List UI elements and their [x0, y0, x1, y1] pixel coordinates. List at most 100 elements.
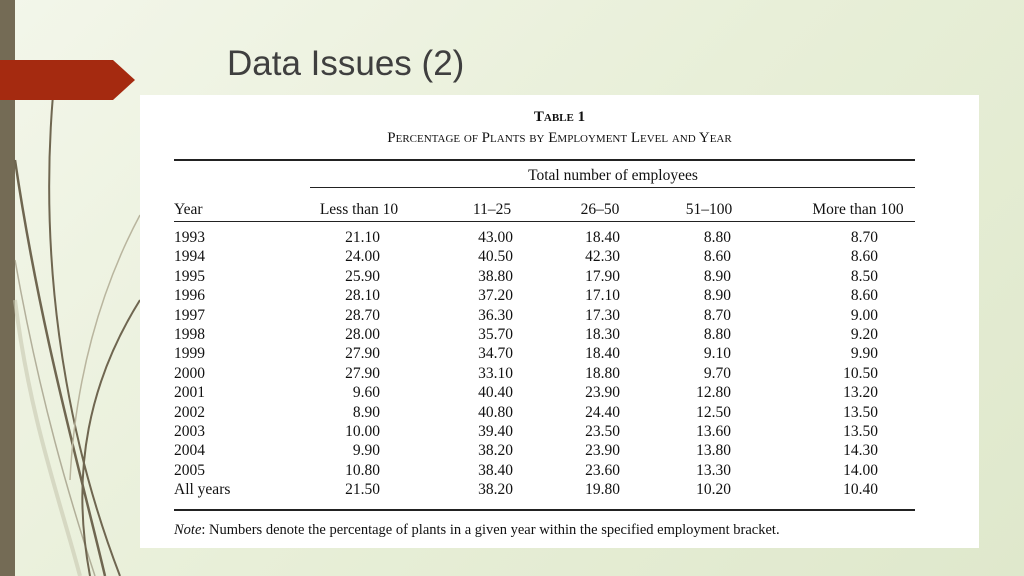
table-cell: 12.80: [696, 384, 731, 402]
table-cell: 8.90: [352, 403, 380, 421]
row-year: 2001: [174, 384, 205, 402]
table-image: Table 1 Percentage of Plants by Employme…: [140, 95, 979, 548]
table-cell: 40.40: [478, 384, 513, 402]
table-cell: 43.00: [478, 229, 513, 246]
table-cell: 17.10: [585, 287, 620, 305]
table-cell: 24.00: [345, 248, 380, 266]
table-cell: 17.90: [585, 267, 620, 285]
row-year: 1995: [174, 267, 205, 285]
row-year: 1999: [174, 345, 205, 363]
row-year: 2000: [174, 364, 205, 382]
row-year: 2004: [174, 442, 205, 460]
table-cell: 10.20: [696, 481, 731, 499]
table-cell: 13.20: [843, 384, 878, 402]
table-cell: 27.90: [345, 364, 380, 382]
table-cell: 10.50: [843, 364, 878, 382]
table-cell: 38.20: [478, 442, 513, 460]
table-cell: 8.90: [703, 267, 731, 285]
table-cell: 10.80: [345, 461, 380, 479]
table-cell: 38.20: [478, 481, 513, 499]
table-cell: 10.40: [843, 481, 878, 499]
table-cell: 10.00: [345, 423, 380, 440]
table-cell: 28.00: [345, 326, 380, 343]
table-cell: 18.40: [585, 345, 620, 363]
table-cell: 9.90: [352, 442, 380, 460]
table-cell: 18.80: [585, 364, 620, 382]
table-cell: 40.80: [478, 403, 513, 421]
table-cell: 8.60: [850, 248, 878, 266]
table-cell: 23.50: [585, 423, 620, 440]
table-cell: 40.50: [478, 248, 513, 266]
table-cell: 34.70: [478, 345, 513, 363]
table-cell: 9.10: [703, 345, 731, 363]
table-note: Note: Numbers denote the percentage of p…: [174, 522, 780, 539]
spanner-rule: [310, 187, 915, 188]
table-cell: 8.90: [703, 287, 731, 305]
table-cell: 28.10: [345, 287, 380, 305]
table-cell: 42.30: [585, 248, 620, 266]
table-cell: 8.60: [850, 287, 878, 305]
table-cell: 8.50: [850, 267, 878, 285]
table-cell: 33.10: [478, 364, 513, 382]
table-cell: 9.60: [352, 384, 380, 402]
spanner-header: Total number of employees: [528, 167, 698, 184]
table-cell: 13.50: [843, 403, 878, 421]
table-cell: 8.80: [703, 229, 731, 246]
table-cell: 25.90: [345, 267, 380, 285]
table-cell: 23.90: [585, 384, 620, 402]
row-year: 2003: [174, 423, 205, 440]
table-cell: 21.50: [345, 481, 380, 499]
row-year: 2002: [174, 403, 205, 421]
table-cell: 8.70: [850, 229, 878, 246]
table-cell: 9.90: [850, 345, 878, 363]
table-cell: 21.10: [345, 229, 380, 246]
table-cell: 23.60: [585, 461, 620, 479]
note-text: : Numbers denote the percentage of plant…: [201, 522, 780, 538]
table-cell: 39.40: [478, 423, 513, 440]
table-cell: 18.40: [585, 229, 620, 246]
table-cell: 27.90: [345, 345, 380, 363]
left-accent-bar: [0, 0, 15, 576]
column-header: Less than 10: [319, 201, 399, 218]
table-cell: 24.40: [585, 403, 620, 421]
table-cell: 8.70: [703, 306, 731, 324]
table-cell: 18.30: [585, 326, 620, 343]
table-cell: 8.60: [703, 248, 731, 266]
top-rule: [174, 159, 915, 161]
table-cell: 14.00: [843, 461, 878, 479]
table-cell: 8.80: [703, 326, 731, 343]
table-cell: 23.90: [585, 442, 620, 460]
table-cell: 28.70: [345, 306, 380, 324]
table-cell: 9.00: [850, 306, 878, 324]
column-header: Year: [174, 201, 203, 218]
table-cell: 13.30: [696, 461, 731, 479]
table-cell: 38.40: [478, 461, 513, 479]
table-cell: 37.20: [478, 287, 513, 305]
table-cell: 36.30: [478, 306, 513, 324]
table-cell: 13.80: [696, 442, 731, 460]
row-year: 1998: [174, 326, 205, 343]
decorative-curves: [13, 94, 141, 576]
header-rule: [174, 221, 915, 222]
column-header: 51–100: [685, 201, 733, 218]
row-year: All years: [174, 481, 231, 499]
slide-title: Data Issues (2): [227, 44, 465, 83]
column-header: More than 100: [812, 201, 904, 218]
table-cell: 12.50: [696, 403, 731, 421]
table-cell: 9.70: [703, 364, 731, 382]
table-cell: 17.30: [585, 306, 620, 324]
table-cell: 19.80: [585, 481, 620, 499]
row-year: 2005: [174, 461, 205, 479]
table-cell: 38.80: [478, 267, 513, 285]
row-year: 1997: [174, 306, 205, 324]
table-cell: 14.30: [843, 442, 878, 460]
table-cell: 13.50: [843, 423, 878, 440]
table-cell: 13.60: [696, 423, 731, 440]
table-label: Table 1: [533, 109, 586, 125]
table-cell: 9.20: [850, 326, 878, 343]
table-caption: Percentage of Plants by Employment Level…: [387, 130, 732, 146]
table-cell: 35.70: [478, 326, 513, 343]
row-year: 1994: [174, 248, 205, 266]
title-arrow-shape: [0, 60, 135, 100]
row-year: 1993: [174, 229, 205, 246]
